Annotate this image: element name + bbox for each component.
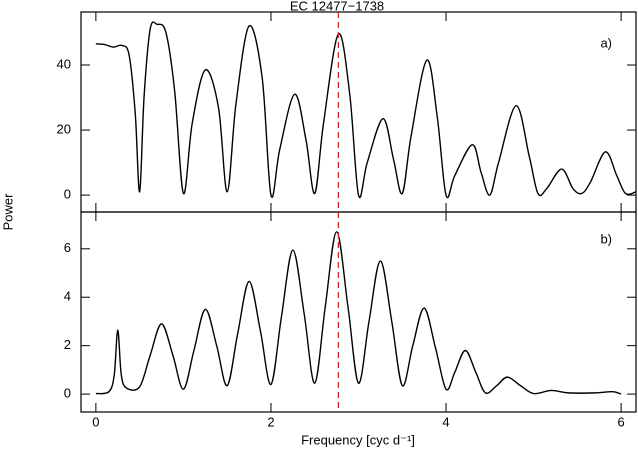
plot-area [95, 12, 636, 212]
plot-frame [80, 211, 637, 413]
plot-area [95, 212, 622, 412]
chart-title: EC 12477−1738 [290, 0, 384, 13]
x-tick-label: 2 [267, 414, 274, 429]
x-tick-label: 6 [618, 414, 625, 429]
x-tick-label: 0 [92, 414, 99, 429]
y-tick-label: 2 [64, 337, 71, 352]
x-tick-label: 4 [442, 414, 449, 429]
panel-label: a) [600, 35, 612, 50]
y-tick-label: 40 [57, 56, 71, 71]
y-tick-label: 0 [64, 386, 71, 401]
y-tick-label: 6 [64, 240, 71, 255]
power-curve [95, 21, 636, 199]
panel-label: b) [600, 231, 612, 246]
power-curve [95, 231, 622, 395]
y-tick-label: 4 [64, 289, 71, 304]
y-axis-label: Power [0, 193, 15, 231]
y-tick-label: 0 [64, 187, 71, 202]
y-tick-label: 20 [57, 121, 71, 136]
x-axis-label: Frequency [cyc d⁻¹] [301, 432, 415, 447]
plot-frame [80, 11, 637, 213]
